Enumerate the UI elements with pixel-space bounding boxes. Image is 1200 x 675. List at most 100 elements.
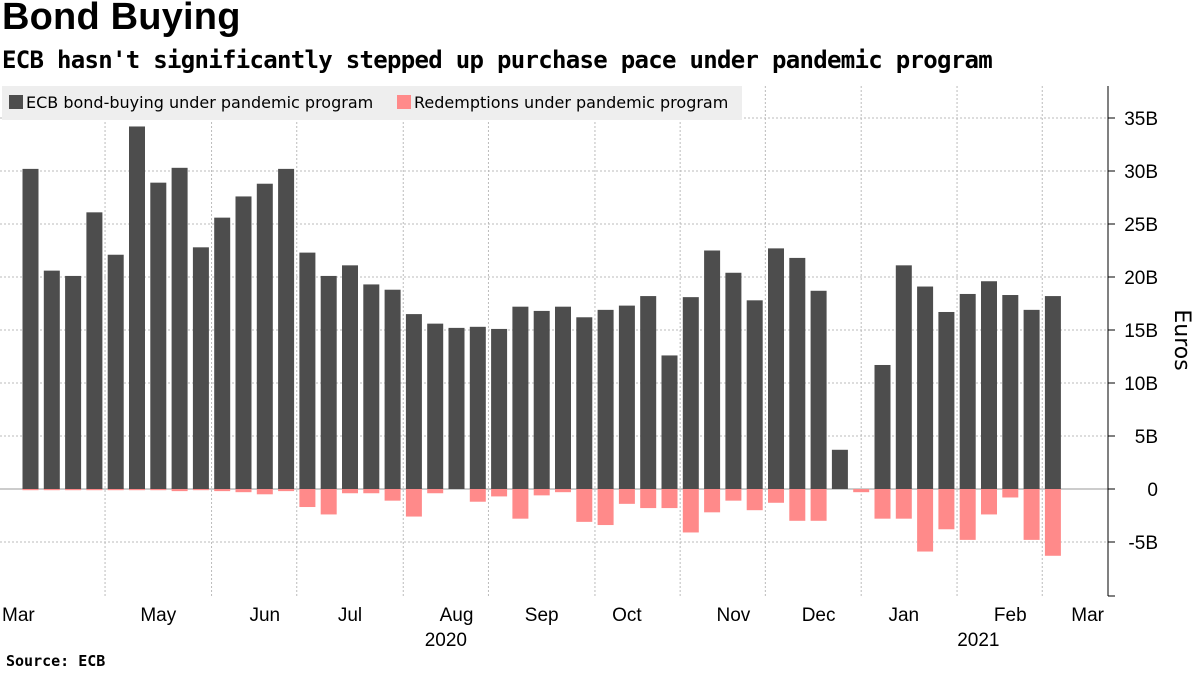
bar-redemption [1002,489,1019,498]
bar-purchase [512,306,529,489]
bar-redemption [427,489,444,494]
legend: ECB bond-buying under pandemic program R… [2,86,742,120]
bar-redemption [661,489,678,509]
bar-purchase [1002,295,1019,489]
bar-redemption [512,489,529,519]
bar-purchase [22,168,39,489]
bar-redemption [405,489,422,517]
bar-purchase [384,289,401,489]
x-tick-label: Oct [612,605,642,626]
legend-label-purchases: ECB bond-buying under pandemic program [26,93,373,112]
bar-purchase [405,314,422,489]
x-tick-label: Mar [1071,605,1104,626]
x-tick-label: Jun [249,605,280,626]
bar-redemption [491,489,508,497]
y-tick-label: 15B [1124,321,1158,342]
bar-purchase [895,265,912,489]
bar-purchase [86,212,103,489]
chart-title: Bond Buying [2,0,241,38]
bar-purchase [363,284,380,489]
bar-redemption [107,489,124,491]
y-tick-label: 25B [1124,215,1158,236]
bar-purchase [320,275,337,489]
bar-purchase [981,281,997,489]
bar-redemption [725,489,742,501]
x-tick-label: May [140,605,176,626]
bar-purchase [214,217,231,489]
bar-redemption [214,489,231,492]
bar-redemption [640,489,657,509]
bar-purchase [831,449,848,489]
bar-redemption [576,489,593,522]
bar-redemption [192,489,209,491]
bar-redemption [342,489,358,494]
bar-purchase [192,247,209,489]
y-tick-label: 20B [1124,268,1158,289]
bar-purchase [448,327,465,489]
bar-purchase [342,265,358,489]
bar-purchase [746,300,763,489]
bar-redemption [768,489,784,503]
y-axis-label: Euros [1169,309,1194,370]
bar-redemption [533,489,550,496]
bar-purchase [150,182,167,489]
bar-purchase [278,168,295,489]
bar-purchase [768,248,784,489]
bar-redemption [597,489,614,526]
y-tick-label: 30B [1124,162,1158,183]
bar-purchase [491,328,508,489]
legend-background [2,86,742,120]
x-tick-label: Jan [888,605,919,626]
bar-purchase [938,311,955,489]
bar-purchase [597,309,614,489]
bar-redemption [789,489,806,521]
x-tick-label: Dec [802,605,836,626]
bar-redemption [86,489,103,491]
bar-purchase [299,252,316,489]
bar-purchase [704,250,721,489]
bar-redemption [704,489,721,513]
bar-redemption [938,489,955,530]
x-year-label: 2020 [425,630,467,651]
bar-redemption [256,489,273,495]
bar-purchase [65,275,82,489]
bar-purchase [576,317,593,489]
bar-redemption [746,489,763,511]
bar-purchase [661,355,678,489]
y-tick-label: -5B [1128,533,1158,554]
bar-purchase [874,364,891,489]
y-tick-label: 35B [1124,109,1158,130]
bar-redemption [384,489,401,501]
bar-redemption [1044,489,1061,556]
bar-purchase [640,296,657,489]
bar-redemption [363,489,380,494]
bar-purchase [129,126,145,489]
x-tick-label: Sep [525,605,559,626]
bar-purchase [171,167,188,489]
legend-label-redemptions: Redemptions under pandemic program [414,93,728,112]
y-tick-label: 10B [1124,374,1158,395]
bar-redemption [278,489,295,492]
bar-redemption [874,489,891,519]
bar-purchase [43,270,60,489]
bar-redemption [171,489,188,492]
legend-swatch-redemptions [397,95,411,109]
x-year-label: 2021 [957,630,999,651]
bar-purchase [917,286,934,489]
bar-redemption [618,489,635,504]
bar-purchase [810,290,827,489]
x-tick-label: Feb [994,605,1027,626]
bar-purchase [555,306,571,489]
bar-purchase [1044,296,1061,489]
bar-redemption [682,489,699,533]
bar-purchase [256,183,273,489]
bar-redemption [917,489,934,552]
bar-redemption [299,489,316,508]
bar-redemption [150,489,167,491]
bar-purchase [107,254,124,489]
bar-purchase [959,293,976,489]
x-tick-label: Mar [2,605,35,626]
bar-redemption [22,489,39,491]
bar-purchase [618,305,635,489]
